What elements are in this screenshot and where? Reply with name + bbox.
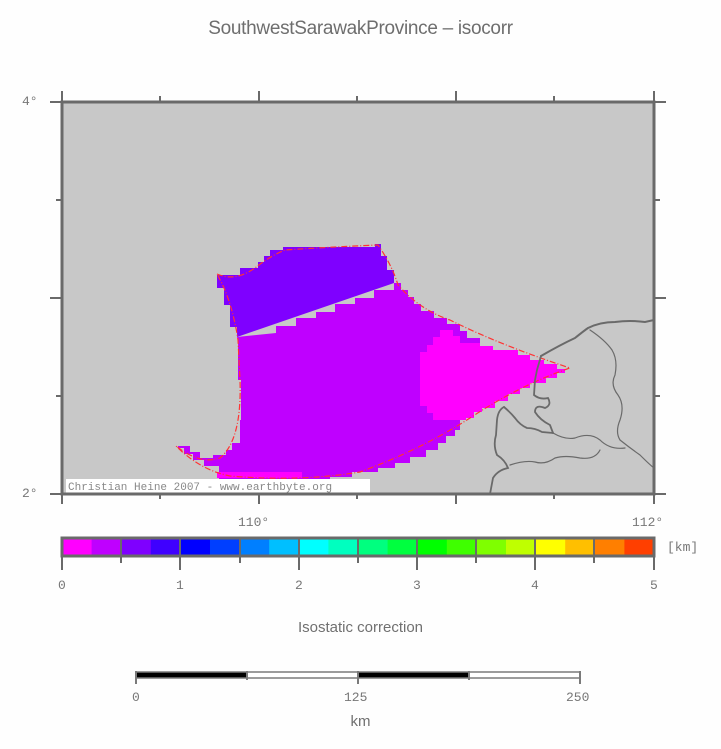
colorbar-unit: [km] [667, 540, 699, 555]
colorbar-title: Isostatic correction [297, 619, 424, 636]
lon-label-110: 110° [238, 515, 270, 530]
lat-label-2: 2° [22, 486, 38, 501]
scale-tick-250: 250 [566, 690, 590, 705]
scale-tick-125: 125 [344, 690, 368, 705]
central-body [178, 283, 480, 480]
coastlines [489, 319, 655, 495]
colorbar-ticks [61, 538, 655, 570]
colorbar-tick-4: 4 [531, 578, 539, 593]
colorbar-tick-0: 0 [58, 578, 66, 593]
lat-label-4: 4° [22, 94, 38, 109]
northern-lobe [217, 244, 394, 337]
colorbar-cell [387, 538, 418, 556]
colorbar-cell [328, 538, 359, 556]
colorbar-cell [62, 538, 93, 556]
lon-label-112: 112° [632, 515, 664, 530]
colorbar-cell [358, 538, 389, 556]
map-ticks [50, 91, 666, 504]
scale-unit: km [350, 713, 371, 730]
colorbar-cell [91, 538, 122, 556]
colorbar-cell [446, 538, 477, 556]
colorbar-cell [506, 538, 537, 556]
colorbar-tick-1: 1 [176, 578, 184, 593]
colorbar-cell [180, 538, 211, 556]
figure-title: SouthwestSarawakProvince – isocorr [208, 18, 513, 39]
credit-text: Christian Heine 2007 - www.earthbyte.org [68, 482, 332, 494]
southern-strip [217, 472, 302, 478]
scale-tick-0: 0 [132, 690, 140, 705]
colorbar-cell [269, 538, 300, 556]
scale-bar [135, 671, 581, 684]
colorbar-tick-5: 5 [650, 578, 658, 593]
colorbar-cell [121, 538, 152, 556]
colorbar-cell [210, 538, 241, 556]
colorbar-cell [476, 538, 507, 556]
colorbar-cell [239, 538, 270, 556]
colorbar-cell [594, 538, 625, 556]
colorbar-tick-2: 2 [295, 578, 303, 593]
colorbar-cell [150, 538, 181, 556]
colorbar [62, 538, 655, 556]
colorbar-cell [535, 538, 566, 556]
province-outline [175, 244, 572, 479]
colorbar-cell [565, 538, 596, 556]
eastern-wedge [420, 330, 565, 420]
colorbar-cell [624, 538, 655, 556]
colorbar-cell [417, 538, 448, 556]
colorbar-cell [298, 538, 329, 556]
colorbar-tick-3: 3 [413, 578, 421, 593]
